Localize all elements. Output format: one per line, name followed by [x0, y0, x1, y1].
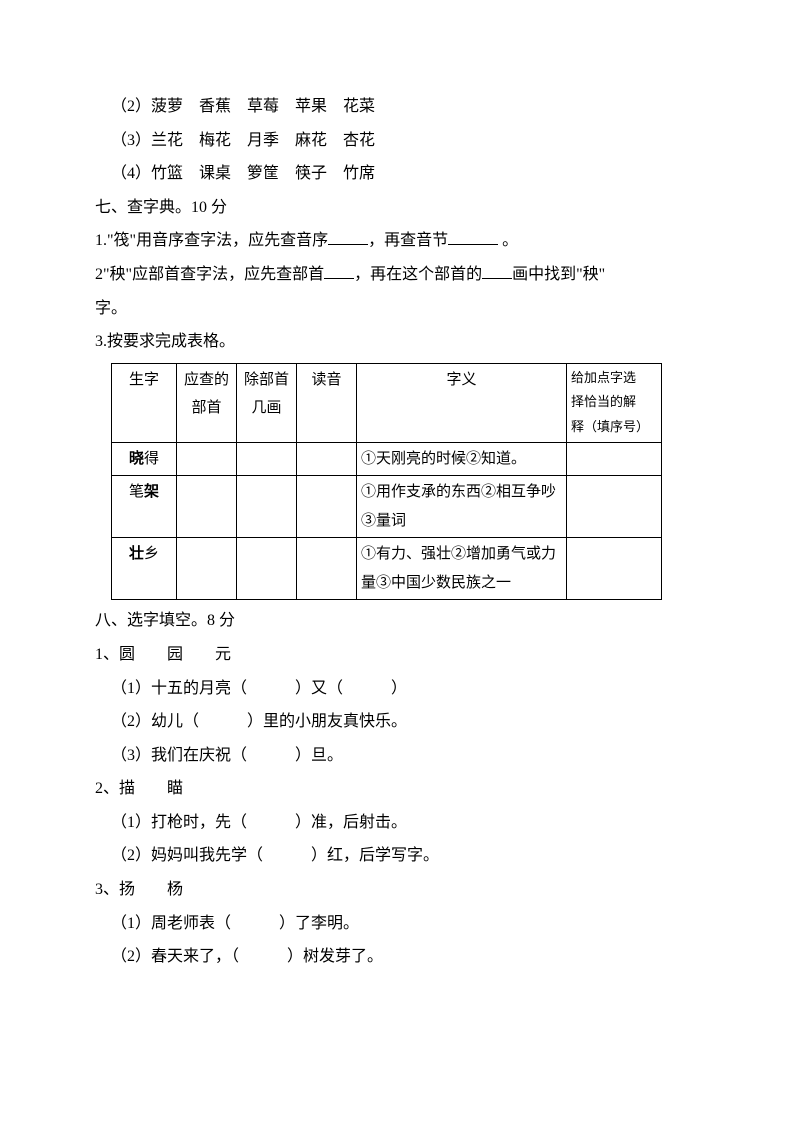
table-header: 应查的部首 [177, 363, 237, 442]
q7-2-text-b: ，再在这个部首的 [354, 266, 482, 283]
section-8-title: 八、选字填空。8 分 [95, 604, 705, 638]
list-item-4: （4）竹篮 课桌 箩筐 筷子 竹席 [95, 157, 705, 191]
table-cell[interactable] [297, 442, 357, 476]
table-cell[interactable] [177, 476, 237, 538]
table-cell-char: 壮乡 [112, 538, 177, 600]
question-7-3: 3.按要求完成表格。 [95, 325, 705, 359]
blank-input[interactable] [482, 278, 512, 279]
question-8-2-1: （1）打枪时，先（ ）准，后射击。 [95, 806, 705, 840]
blank-input[interactable] [324, 278, 354, 279]
table-header: 除部首几画 [237, 363, 297, 442]
question-8-1-2: （2）幼儿（ ）里的小朋友真快乐。 [95, 705, 705, 739]
table-cell-char: 笔架 [112, 476, 177, 538]
question-8-3-1: （1）周老师表（ ）了李明。 [95, 907, 705, 941]
question-8-2-2: （2）妈妈叫我先学（ ）红，后学写字。 [95, 839, 705, 873]
list-item-3: （3）兰花 梅花 月季 麻花 杏花 [95, 124, 705, 158]
table-cell[interactable] [567, 538, 662, 600]
table-cell[interactable] [237, 476, 297, 538]
group-3-options: 3、扬 杨 [95, 873, 705, 907]
table-row: 晓得 ①天刚亮的时候②知道。 [112, 442, 662, 476]
table-header-row: 生字 应查的部首 除部首几画 读音 字义 给加点字选择恰当的解释（填序号） [112, 363, 662, 442]
table-header: 字义 [357, 363, 567, 442]
q7-2-text-c: 画中找到"秧" [512, 266, 605, 283]
question-8-1-1: （1）十五的月亮（ ）又（ ） [95, 672, 705, 706]
group-1-options: 1、圆 园 元 [95, 638, 705, 672]
q7-1-text-b: ，再查音节 [368, 232, 448, 249]
question-8-3-2: （2）春天来了，（ ）树发芽了。 [95, 940, 705, 974]
blank-input[interactable] [448, 244, 498, 245]
list-item-2: （2）菠萝 香蕉 草莓 苹果 花菜 [95, 90, 705, 124]
blank-input[interactable] [328, 244, 368, 245]
q7-1-text-c: 。 [498, 232, 518, 249]
table-header: 生字 [112, 363, 177, 442]
q7-2-text-a: 2"秧"应部首查字法，应先查部首 [95, 266, 324, 283]
table-header: 读音 [297, 363, 357, 442]
table-cell[interactable] [297, 538, 357, 600]
table-cell-meaning: ①天刚亮的时候②知道。 [357, 442, 567, 476]
table-row: 笔架 ①用作支承的东西②相互争吵③量词 [112, 476, 662, 538]
section-7-title: 七、查字典。10 分 [95, 191, 705, 225]
table-cell[interactable] [237, 538, 297, 600]
table-row: 壮乡 ①有力、强壮②增加勇气或力量③中国少数民族之一 [112, 538, 662, 600]
question-7-2: 2"秧"应部首查字法，应先查部首 ，再在这个部首的 画中找到"秧" [95, 258, 705, 292]
question-7-1: 1."筏"用音序查字法，应先查音序 ，再查音节 。 [95, 224, 705, 258]
table-cell[interactable] [567, 442, 662, 476]
question-7-2-cont: 字。 [95, 292, 705, 326]
table-cell[interactable] [177, 442, 237, 476]
table-cell[interactable] [297, 476, 357, 538]
table-cell[interactable] [177, 538, 237, 600]
table-cell[interactable] [237, 442, 297, 476]
question-8-1-3: （3）我们在庆祝（ ）旦。 [95, 739, 705, 773]
table-cell-char: 晓得 [112, 442, 177, 476]
dictionary-table: 生字 应查的部首 除部首几画 读音 字义 给加点字选择恰当的解释（填序号） 晓得… [111, 363, 662, 601]
q7-1-text-a: 1."筏"用音序查字法，应先查音序 [95, 232, 328, 249]
table-cell-meaning: ①有力、强壮②增加勇气或力量③中国少数民族之一 [357, 538, 567, 600]
group-2-options: 2、描 瞄 [95, 772, 705, 806]
table-cell[interactable] [567, 476, 662, 538]
table-header: 给加点字选择恰当的解释（填序号） [567, 363, 662, 442]
table-cell-meaning: ①用作支承的东西②相互争吵③量词 [357, 476, 567, 538]
